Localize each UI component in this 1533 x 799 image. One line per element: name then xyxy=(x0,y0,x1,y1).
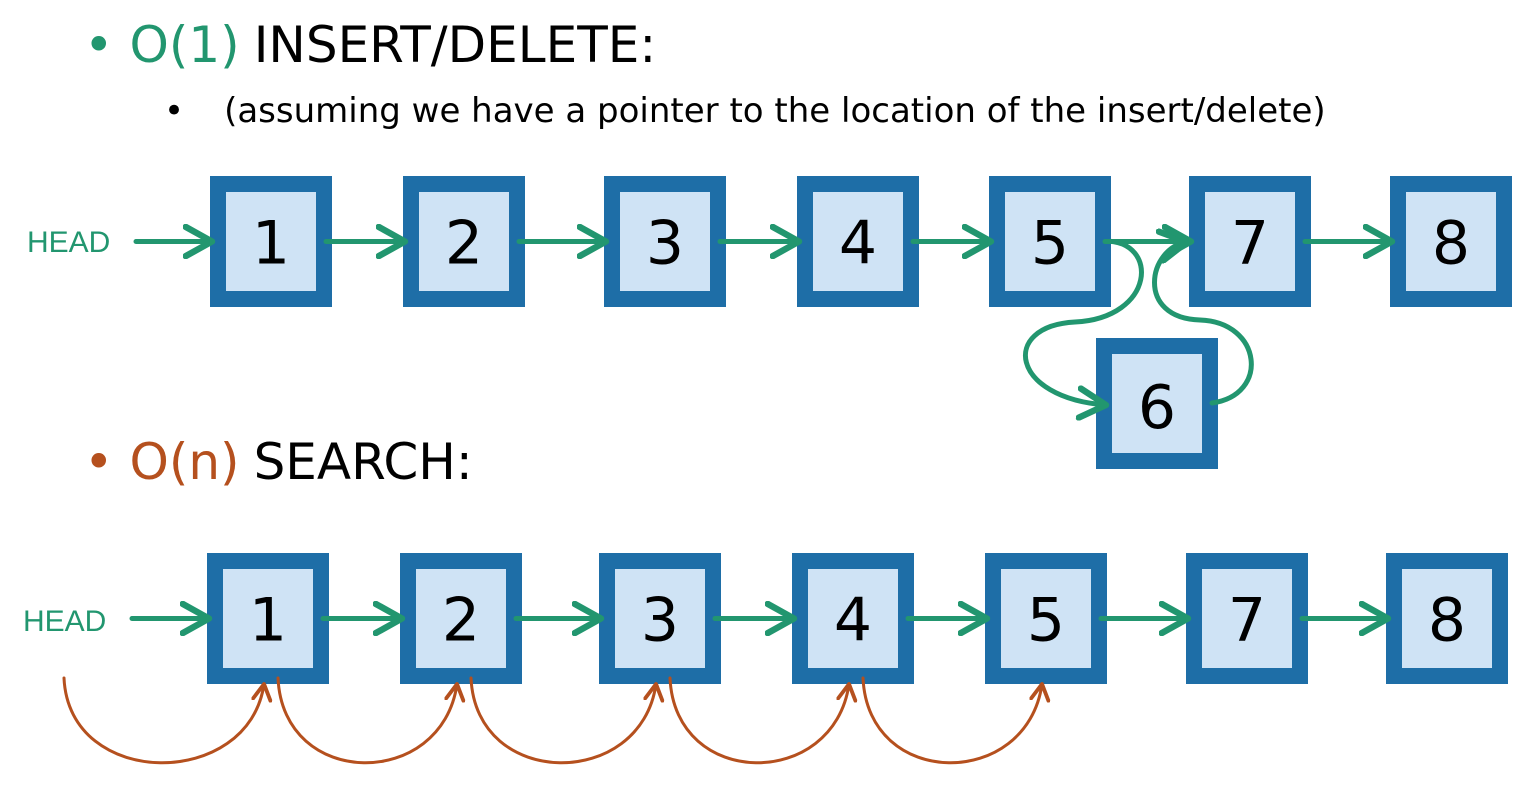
insert-node-2-fill xyxy=(419,192,509,291)
search-heading: • O(n) SEARCH: xyxy=(84,437,473,487)
search-node-6-fill xyxy=(1202,569,1292,668)
insert-note: • (assuming we have a pointer to the loca… xyxy=(164,94,1326,128)
insert-delete-heading: • O(1) INSERT/DELETE: xyxy=(84,20,656,70)
search-heading-title: SEARCH: xyxy=(253,433,473,491)
head-label-insert: HEAD xyxy=(27,226,110,259)
search-hop-arc-2 xyxy=(276,676,457,765)
search-hop-arc-4 xyxy=(668,676,849,765)
insert-note-text: (assuming we have a pointer to the locat… xyxy=(224,91,1326,131)
insert-complexity: O(1) xyxy=(129,16,240,74)
insert-heading-bullet: • xyxy=(84,16,114,74)
search-node-4-label: 4 xyxy=(834,586,872,656)
insert-node-1-fill xyxy=(226,192,316,291)
insert-node-6-fill xyxy=(1205,192,1295,291)
node-6-fill xyxy=(1112,354,1202,453)
node-6-label: 6 xyxy=(1138,373,1176,443)
insert-node-3-label: 3 xyxy=(646,209,684,279)
search-complexity: O(n) xyxy=(129,433,240,491)
insert-heading-title: INSERT/DELETE: xyxy=(253,16,657,74)
head-label-search: HEAD xyxy=(23,605,106,638)
search-node-7-fill xyxy=(1402,569,1492,668)
search-node-1-fill xyxy=(223,569,313,668)
search-node-7-label: 8 xyxy=(1428,586,1466,656)
search-node-3-label: 3 xyxy=(641,586,679,656)
insert-node-4-fill xyxy=(813,192,903,291)
insert-node-5-fill xyxy=(1005,192,1095,291)
insert-list-row: 1 2 3 4 5 7 8 xyxy=(133,176,1512,307)
insert-node-4-label: 4 xyxy=(839,209,877,279)
insert-arrow-6-to-7 xyxy=(1152,242,1254,406)
search-node-1-label: 1 xyxy=(249,586,287,656)
insert-node-7-label: 8 xyxy=(1432,209,1470,279)
search-hop-arc-1 xyxy=(62,676,264,765)
search-node-2-fill xyxy=(416,569,506,668)
search-node-3-fill xyxy=(615,569,705,668)
insert-node-3-fill xyxy=(620,192,710,291)
insert-node-6-label: 7 xyxy=(1231,209,1269,279)
search-hop-arc-3 xyxy=(469,676,656,765)
insert-note-bullet: • xyxy=(164,91,185,131)
search-node-5-label: 5 xyxy=(1027,586,1065,656)
search-node-2-label: 2 xyxy=(442,586,480,656)
search-heading-bullet: • xyxy=(84,433,114,491)
inserted-node: 6 xyxy=(1096,338,1218,469)
insert-arrow-5-to-6 xyxy=(1022,238,1144,405)
search-traversal-arcs xyxy=(62,676,1042,765)
search-node-6-label: 7 xyxy=(1228,586,1266,656)
insert-node-5-label: 5 xyxy=(1031,209,1069,279)
search-node-4-fill xyxy=(808,569,898,668)
insert-node-7-fill xyxy=(1406,192,1496,291)
search-hop-arc-5 xyxy=(861,676,1042,765)
insert-node-1-label: 1 xyxy=(252,209,290,279)
insert-node-2-label: 2 xyxy=(445,209,483,279)
search-list-row: 1 2 3 4 5 7 8 xyxy=(129,553,1508,684)
search-node-5-fill xyxy=(1001,569,1091,668)
